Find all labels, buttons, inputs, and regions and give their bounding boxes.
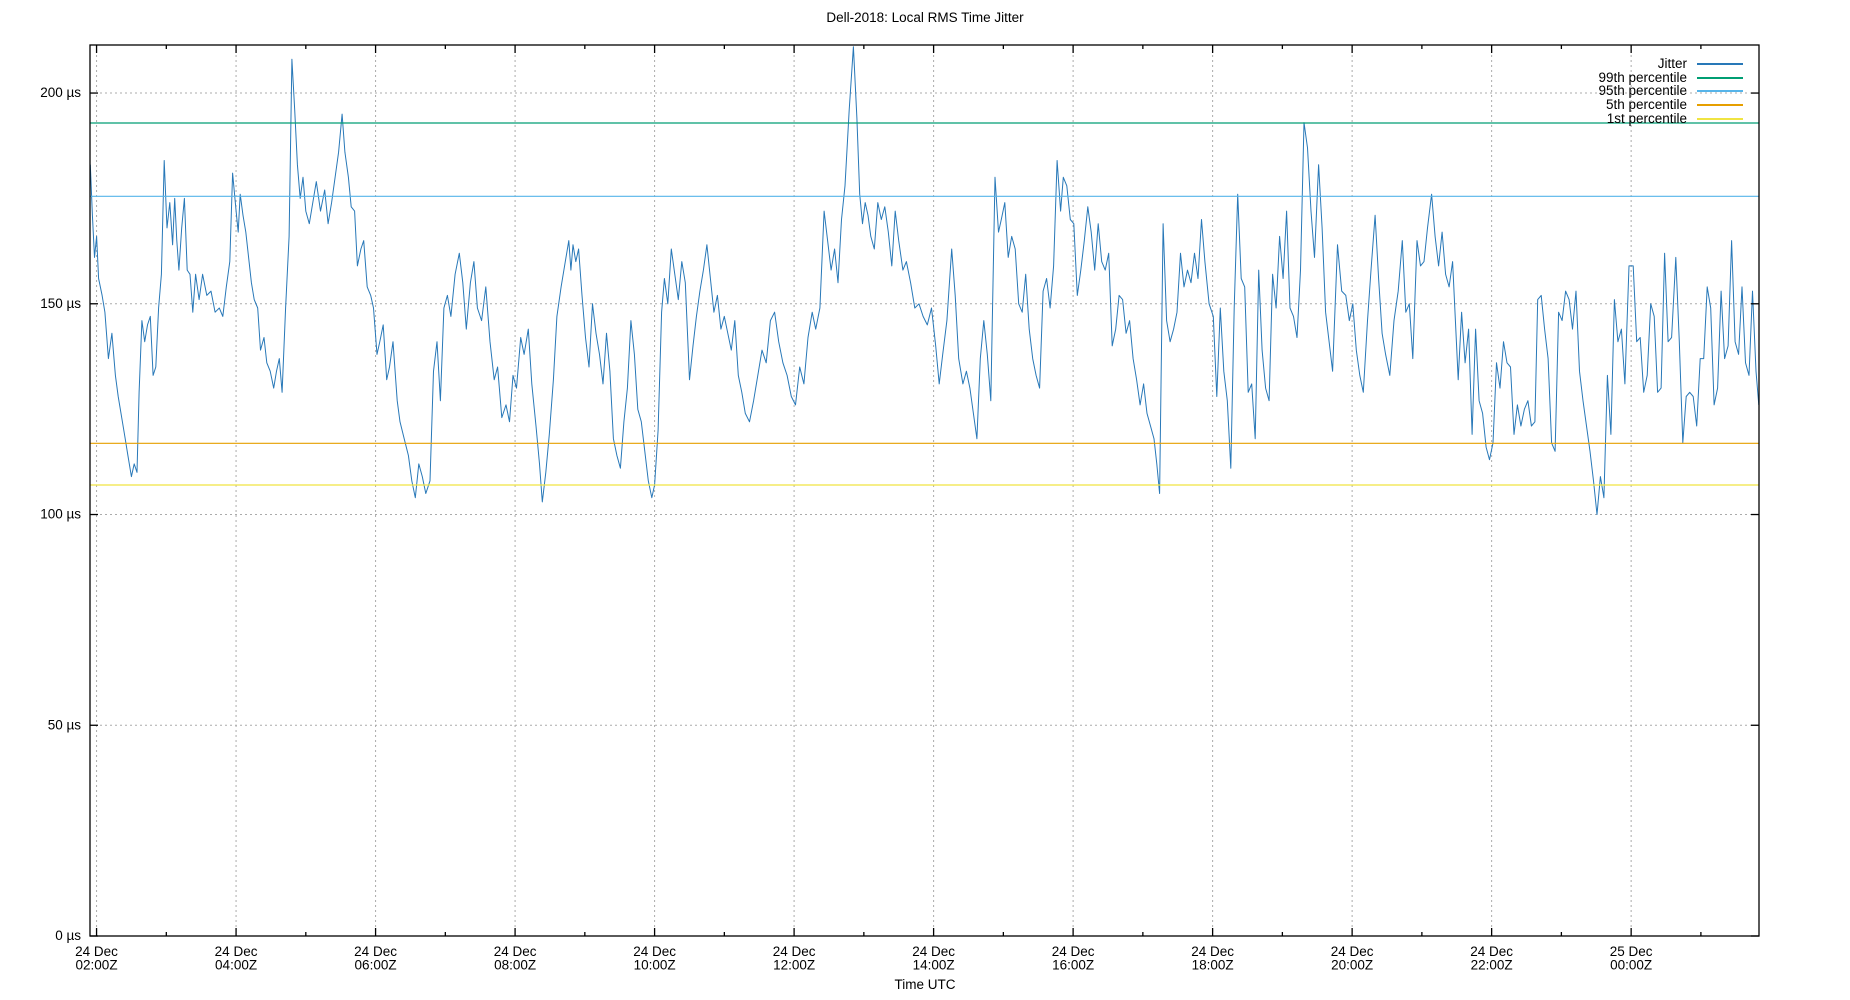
plot-border	[89, 44, 1760, 937]
x-tick-label-time: 08:00Z	[494, 958, 536, 973]
grid-lines	[90, 45, 1759, 936]
legend-line-sample-5th	[1697, 103, 1743, 106]
x-tick-label-date: 24 Dec	[354, 944, 397, 959]
x-tick-label-time: 22:00Z	[1471, 958, 1513, 973]
x-tick-label-date: 24 Dec	[1191, 944, 1234, 959]
x-tick-label-time: 18:00Z	[1192, 958, 1234, 973]
legend-label: 5th percentile	[1605, 97, 1687, 113]
axis-ticks	[90, 45, 1759, 937]
x-tick-label-time: 12:00Z	[773, 958, 815, 973]
jitter-series-line	[89, 46, 1760, 515]
legend-item-1st-percentile: 1st percentile	[1598, 112, 1743, 126]
legend-line-sample-95th	[1697, 90, 1743, 93]
x-tick-label-date: 24 Dec	[75, 944, 118, 959]
x-tick-label-time: 10:00Z	[634, 958, 676, 973]
x-tick-label-date: 24 Dec	[633, 944, 676, 959]
x-tick-label-time: 04:00Z	[215, 958, 257, 973]
legend-item-5th-percentile: 5th percentile	[1598, 98, 1743, 112]
x-tick-label-date: 24 Dec	[1470, 944, 1513, 959]
y-tick-label: 0 µs	[55, 928, 81, 943]
legend-label: Jitter	[1657, 56, 1687, 71]
legend-item-95th-percentile: 95th percentile	[1598, 84, 1743, 98]
x-tick-label-time: 16:00Z	[1052, 958, 1094, 973]
x-tick-label-time: 06:00Z	[355, 958, 397, 973]
y-tick-label: 150 µs	[40, 296, 81, 311]
legend: Jitter 99th percentile 95th percentile 5…	[1598, 57, 1743, 125]
x-tick-label-time: 20:00Z	[1331, 958, 1373, 973]
y-tick-label: 200 µs	[40, 85, 81, 100]
x-tick-label-date: 25 Dec	[1610, 944, 1653, 959]
legend-line-sample-jitter	[1697, 62, 1743, 65]
x-tick-label-date: 24 Dec	[912, 944, 955, 959]
y-tick-label: 100 µs	[40, 507, 81, 522]
legend-line-sample-1st	[1697, 117, 1743, 120]
legend-label: 99th percentile	[1598, 69, 1687, 85]
x-tick-label-date: 24 Dec	[1052, 944, 1095, 959]
x-axis-title: Time UTC	[894, 977, 956, 992]
x-tick-label-date: 24 Dec	[494, 944, 537, 959]
x-tick-label-time: 02:00Z	[76, 958, 118, 973]
x-tick-label-time: 00:00Z	[1610, 958, 1652, 973]
legend-label: 95th percentile	[1598, 83, 1687, 99]
legend-line-sample-99th	[1697, 76, 1743, 79]
legend-item-jitter: Jitter	[1598, 57, 1743, 71]
x-tick-label-date: 24 Dec	[773, 944, 816, 959]
legend-label: 1st percentile	[1606, 110, 1687, 126]
x-tick-label-date: 24 Dec	[1331, 944, 1374, 959]
legend-item-99th-percentile: 99th percentile	[1598, 69, 1743, 85]
x-tick-label-time: 14:00Z	[913, 958, 955, 973]
y-tick-label: 50 µs	[48, 717, 82, 732]
x-tick-label-date: 24 Dec	[215, 944, 258, 959]
chart-title: Dell-2018: Local RMS Time Jitter	[826, 10, 1024, 25]
